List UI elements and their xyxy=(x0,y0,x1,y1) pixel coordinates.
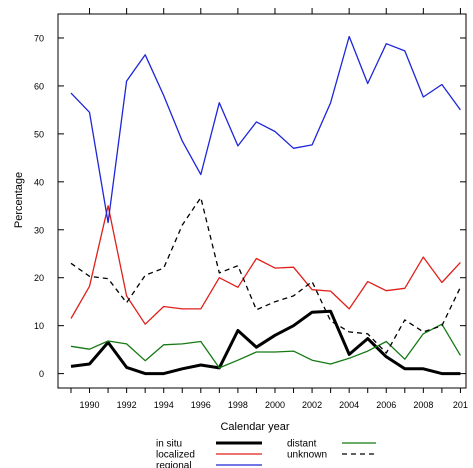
x-tick-label: 2004 xyxy=(339,400,359,410)
x-tick-label: 2000 xyxy=(265,400,285,410)
y-axis-label: Percentage xyxy=(13,172,25,228)
plot-frame-rect xyxy=(57,13,467,389)
legend-label-in-situ: in situ xyxy=(156,439,182,450)
legend-label-localized: localized xyxy=(156,450,195,461)
y-tick-label: 30 xyxy=(34,225,44,235)
y-tick-label: 50 xyxy=(34,129,44,139)
y-tick-label: 0 xyxy=(39,369,44,379)
x-tick-label: 201 xyxy=(453,400,468,410)
plot-frame xyxy=(57,13,467,389)
legend-label-unknown: unknown xyxy=(287,450,327,461)
y-tick-label: 60 xyxy=(34,81,44,91)
x-axis-label: Calendar year xyxy=(220,421,289,433)
series-line-regional xyxy=(70,35,461,224)
x-tick-label: 1992 xyxy=(117,400,137,410)
x-tick-label: 1998 xyxy=(228,400,248,410)
series-line-unknown xyxy=(70,196,461,354)
x-tick-label: 1994 xyxy=(154,400,174,410)
legend-label-regional: regional xyxy=(156,461,192,468)
x-tick-label: 2006 xyxy=(376,400,396,410)
series-lines xyxy=(70,35,461,376)
x-tick-label: 1990 xyxy=(80,400,100,410)
y-tick-label: 40 xyxy=(34,177,44,187)
y-tick-label: 10 xyxy=(34,321,44,331)
series-line-in-situ xyxy=(70,309,461,376)
y-tick-label: 70 xyxy=(34,33,44,43)
x-tick-label: 1996 xyxy=(191,400,211,410)
y-axis: 0 10 20 30 40 50 60 70 xyxy=(34,33,466,379)
y-tick-label: 20 xyxy=(34,273,44,283)
series-line-localized xyxy=(70,205,461,325)
series-line-distant xyxy=(70,323,461,369)
legend-label-distant: distant xyxy=(287,439,317,450)
x-axis: 1990 1992 1994 1996 1998 2000 2002 2004 2006 2008… xyxy=(70,8,468,410)
x-tick-label: 2002 xyxy=(302,400,322,410)
x-tick-label: 2008 xyxy=(413,400,433,410)
